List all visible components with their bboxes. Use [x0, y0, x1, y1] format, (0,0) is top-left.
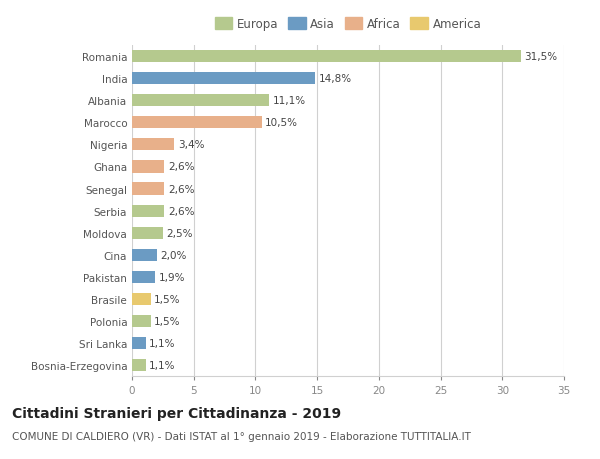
Text: 10,5%: 10,5%: [265, 118, 298, 128]
Text: 1,5%: 1,5%: [154, 316, 181, 326]
Text: 31,5%: 31,5%: [524, 52, 557, 62]
Text: 1,1%: 1,1%: [149, 338, 176, 348]
Text: 2,6%: 2,6%: [168, 184, 194, 194]
Bar: [132, 95, 269, 107]
Bar: [132, 205, 164, 217]
Text: 1,9%: 1,9%: [159, 272, 185, 282]
Bar: [132, 73, 314, 85]
Text: Cittadini Stranieri per Cittadinanza - 2019: Cittadini Stranieri per Cittadinanza - 2…: [12, 406, 341, 420]
Text: 2,6%: 2,6%: [168, 206, 194, 216]
Text: 2,6%: 2,6%: [168, 162, 194, 172]
Bar: [132, 227, 163, 239]
Bar: [132, 359, 146, 371]
Bar: [132, 117, 262, 129]
Bar: [132, 293, 151, 305]
Bar: [132, 139, 174, 151]
Text: 2,5%: 2,5%: [167, 228, 193, 238]
Text: 14,8%: 14,8%: [319, 74, 352, 84]
Text: 11,1%: 11,1%: [273, 96, 306, 106]
Text: 3,4%: 3,4%: [178, 140, 204, 150]
Legend: Europa, Asia, Africa, America: Europa, Asia, Africa, America: [212, 16, 484, 34]
Text: 2,0%: 2,0%: [160, 250, 187, 260]
Bar: [132, 337, 146, 349]
Text: COMUNE DI CALDIERO (VR) - Dati ISTAT al 1° gennaio 2019 - Elaborazione TUTTITALI: COMUNE DI CALDIERO (VR) - Dati ISTAT al …: [12, 431, 471, 442]
Bar: [132, 183, 164, 195]
Bar: [132, 271, 155, 283]
Text: 1,5%: 1,5%: [154, 294, 181, 304]
Bar: [132, 249, 157, 261]
Bar: [132, 315, 151, 327]
Bar: [132, 51, 521, 63]
Bar: [132, 161, 164, 173]
Text: 1,1%: 1,1%: [149, 360, 176, 370]
